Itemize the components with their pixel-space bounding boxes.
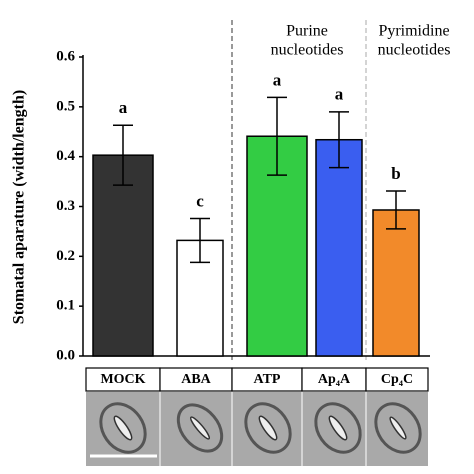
bar xyxy=(92,154,154,357)
error-bar xyxy=(267,96,287,176)
significance-letter: a xyxy=(273,70,282,89)
error-bar xyxy=(190,217,210,264)
significance-letter: a xyxy=(335,85,344,104)
error-bar xyxy=(386,190,406,230)
x-tick-label: ABA xyxy=(181,372,211,387)
group-label: Pyrimidine xyxy=(378,23,449,40)
error-bar xyxy=(113,124,133,186)
bar xyxy=(315,138,363,357)
group-label: nucleotides xyxy=(271,42,344,59)
group-label: nucleotides xyxy=(378,42,451,59)
y-tick-label: 0.5 xyxy=(56,98,75,114)
significance-letter: b xyxy=(391,164,400,183)
y-tick-label: 0.0 xyxy=(56,347,75,363)
x-tick-label: Cp₄C xyxy=(381,372,413,387)
bar xyxy=(372,209,420,357)
x-tick-label: ATP xyxy=(254,372,281,387)
category-box xyxy=(365,367,429,392)
significance-letter: c xyxy=(196,191,204,210)
y-tick-label: 0.6 xyxy=(56,48,75,64)
y-tick-label: 0.3 xyxy=(56,198,75,214)
y-tick-label: 0.4 xyxy=(56,148,75,164)
y-axis-label: Stomatal aparature (width/length) xyxy=(11,90,28,324)
x-tick-label: Ap₄A xyxy=(318,372,351,387)
significance-letter: a xyxy=(119,98,128,117)
x-tick-label: MOCK xyxy=(100,372,145,387)
micrographs xyxy=(86,392,428,466)
y-tick-label: 0.2 xyxy=(56,248,75,264)
group-label: Purine xyxy=(286,23,328,40)
error-bar xyxy=(329,111,349,169)
y-tick-label: 0.1 xyxy=(56,298,75,314)
